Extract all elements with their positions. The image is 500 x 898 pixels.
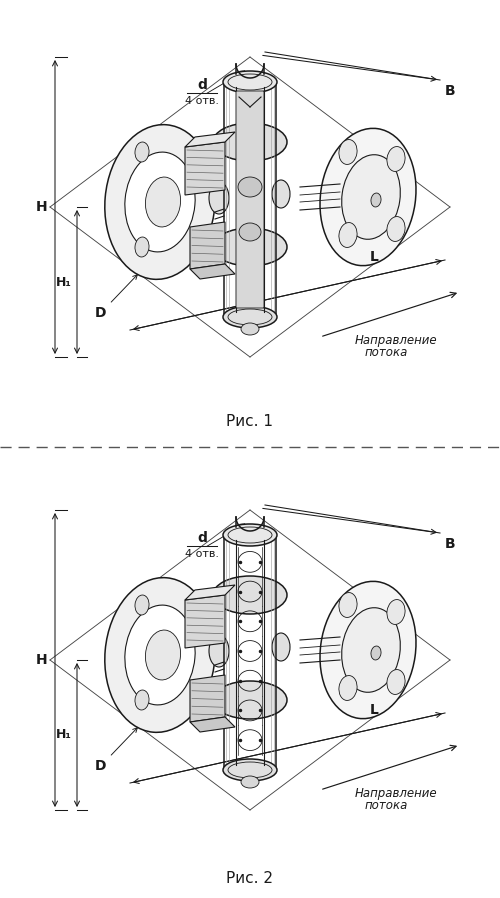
Ellipse shape (213, 228, 287, 266)
Ellipse shape (223, 306, 277, 328)
Polygon shape (190, 717, 235, 732)
Polygon shape (190, 264, 235, 279)
Ellipse shape (387, 670, 405, 694)
Text: Направление: Направление (355, 787, 438, 800)
Ellipse shape (135, 142, 149, 162)
Ellipse shape (223, 524, 277, 546)
Text: B: B (445, 537, 456, 551)
Ellipse shape (135, 237, 149, 257)
Ellipse shape (223, 71, 277, 93)
Text: Направление: Направление (355, 334, 438, 347)
Polygon shape (185, 142, 225, 195)
Ellipse shape (146, 177, 180, 227)
Text: d: d (197, 531, 207, 545)
Ellipse shape (272, 633, 290, 661)
Ellipse shape (146, 630, 180, 680)
Text: H₁: H₁ (56, 728, 72, 742)
FancyBboxPatch shape (236, 91, 264, 308)
Polygon shape (185, 585, 235, 600)
Ellipse shape (339, 139, 357, 164)
Ellipse shape (387, 600, 405, 624)
Ellipse shape (339, 223, 357, 248)
Text: потока: потока (365, 346, 408, 359)
Polygon shape (185, 595, 225, 648)
Polygon shape (190, 222, 225, 269)
Text: L: L (370, 703, 379, 717)
Ellipse shape (320, 581, 416, 718)
Ellipse shape (213, 123, 287, 161)
Ellipse shape (387, 146, 405, 172)
Text: H: H (36, 653, 47, 667)
Ellipse shape (209, 182, 229, 214)
Ellipse shape (239, 223, 261, 241)
Text: потока: потока (365, 799, 408, 812)
Text: d: d (197, 78, 207, 92)
Ellipse shape (320, 128, 416, 266)
Ellipse shape (213, 681, 287, 719)
Text: Рис. 1: Рис. 1 (226, 414, 274, 428)
Polygon shape (190, 675, 225, 722)
Text: D: D (95, 275, 138, 320)
Text: 4 отв.: 4 отв. (185, 549, 219, 559)
Ellipse shape (209, 635, 229, 667)
Text: 4 отв.: 4 отв. (185, 96, 219, 106)
Ellipse shape (241, 776, 259, 788)
Text: B: B (445, 84, 456, 98)
Ellipse shape (238, 177, 262, 197)
Ellipse shape (241, 323, 259, 335)
Ellipse shape (105, 125, 215, 279)
Ellipse shape (342, 154, 400, 239)
Text: H: H (36, 200, 47, 214)
Ellipse shape (105, 577, 215, 733)
Ellipse shape (339, 675, 357, 700)
Ellipse shape (371, 193, 381, 207)
Text: Рис. 2: Рис. 2 (226, 871, 274, 886)
Ellipse shape (371, 646, 381, 660)
Ellipse shape (135, 595, 149, 615)
Polygon shape (185, 132, 235, 147)
Ellipse shape (135, 690, 149, 710)
Ellipse shape (342, 608, 400, 692)
Text: H₁: H₁ (56, 276, 72, 288)
Text: L: L (370, 250, 379, 264)
Ellipse shape (125, 152, 195, 252)
Ellipse shape (339, 593, 357, 618)
Ellipse shape (223, 759, 277, 781)
Ellipse shape (213, 576, 287, 614)
Ellipse shape (272, 180, 290, 208)
Ellipse shape (125, 605, 195, 705)
Text: D: D (95, 727, 138, 773)
Ellipse shape (387, 216, 405, 242)
